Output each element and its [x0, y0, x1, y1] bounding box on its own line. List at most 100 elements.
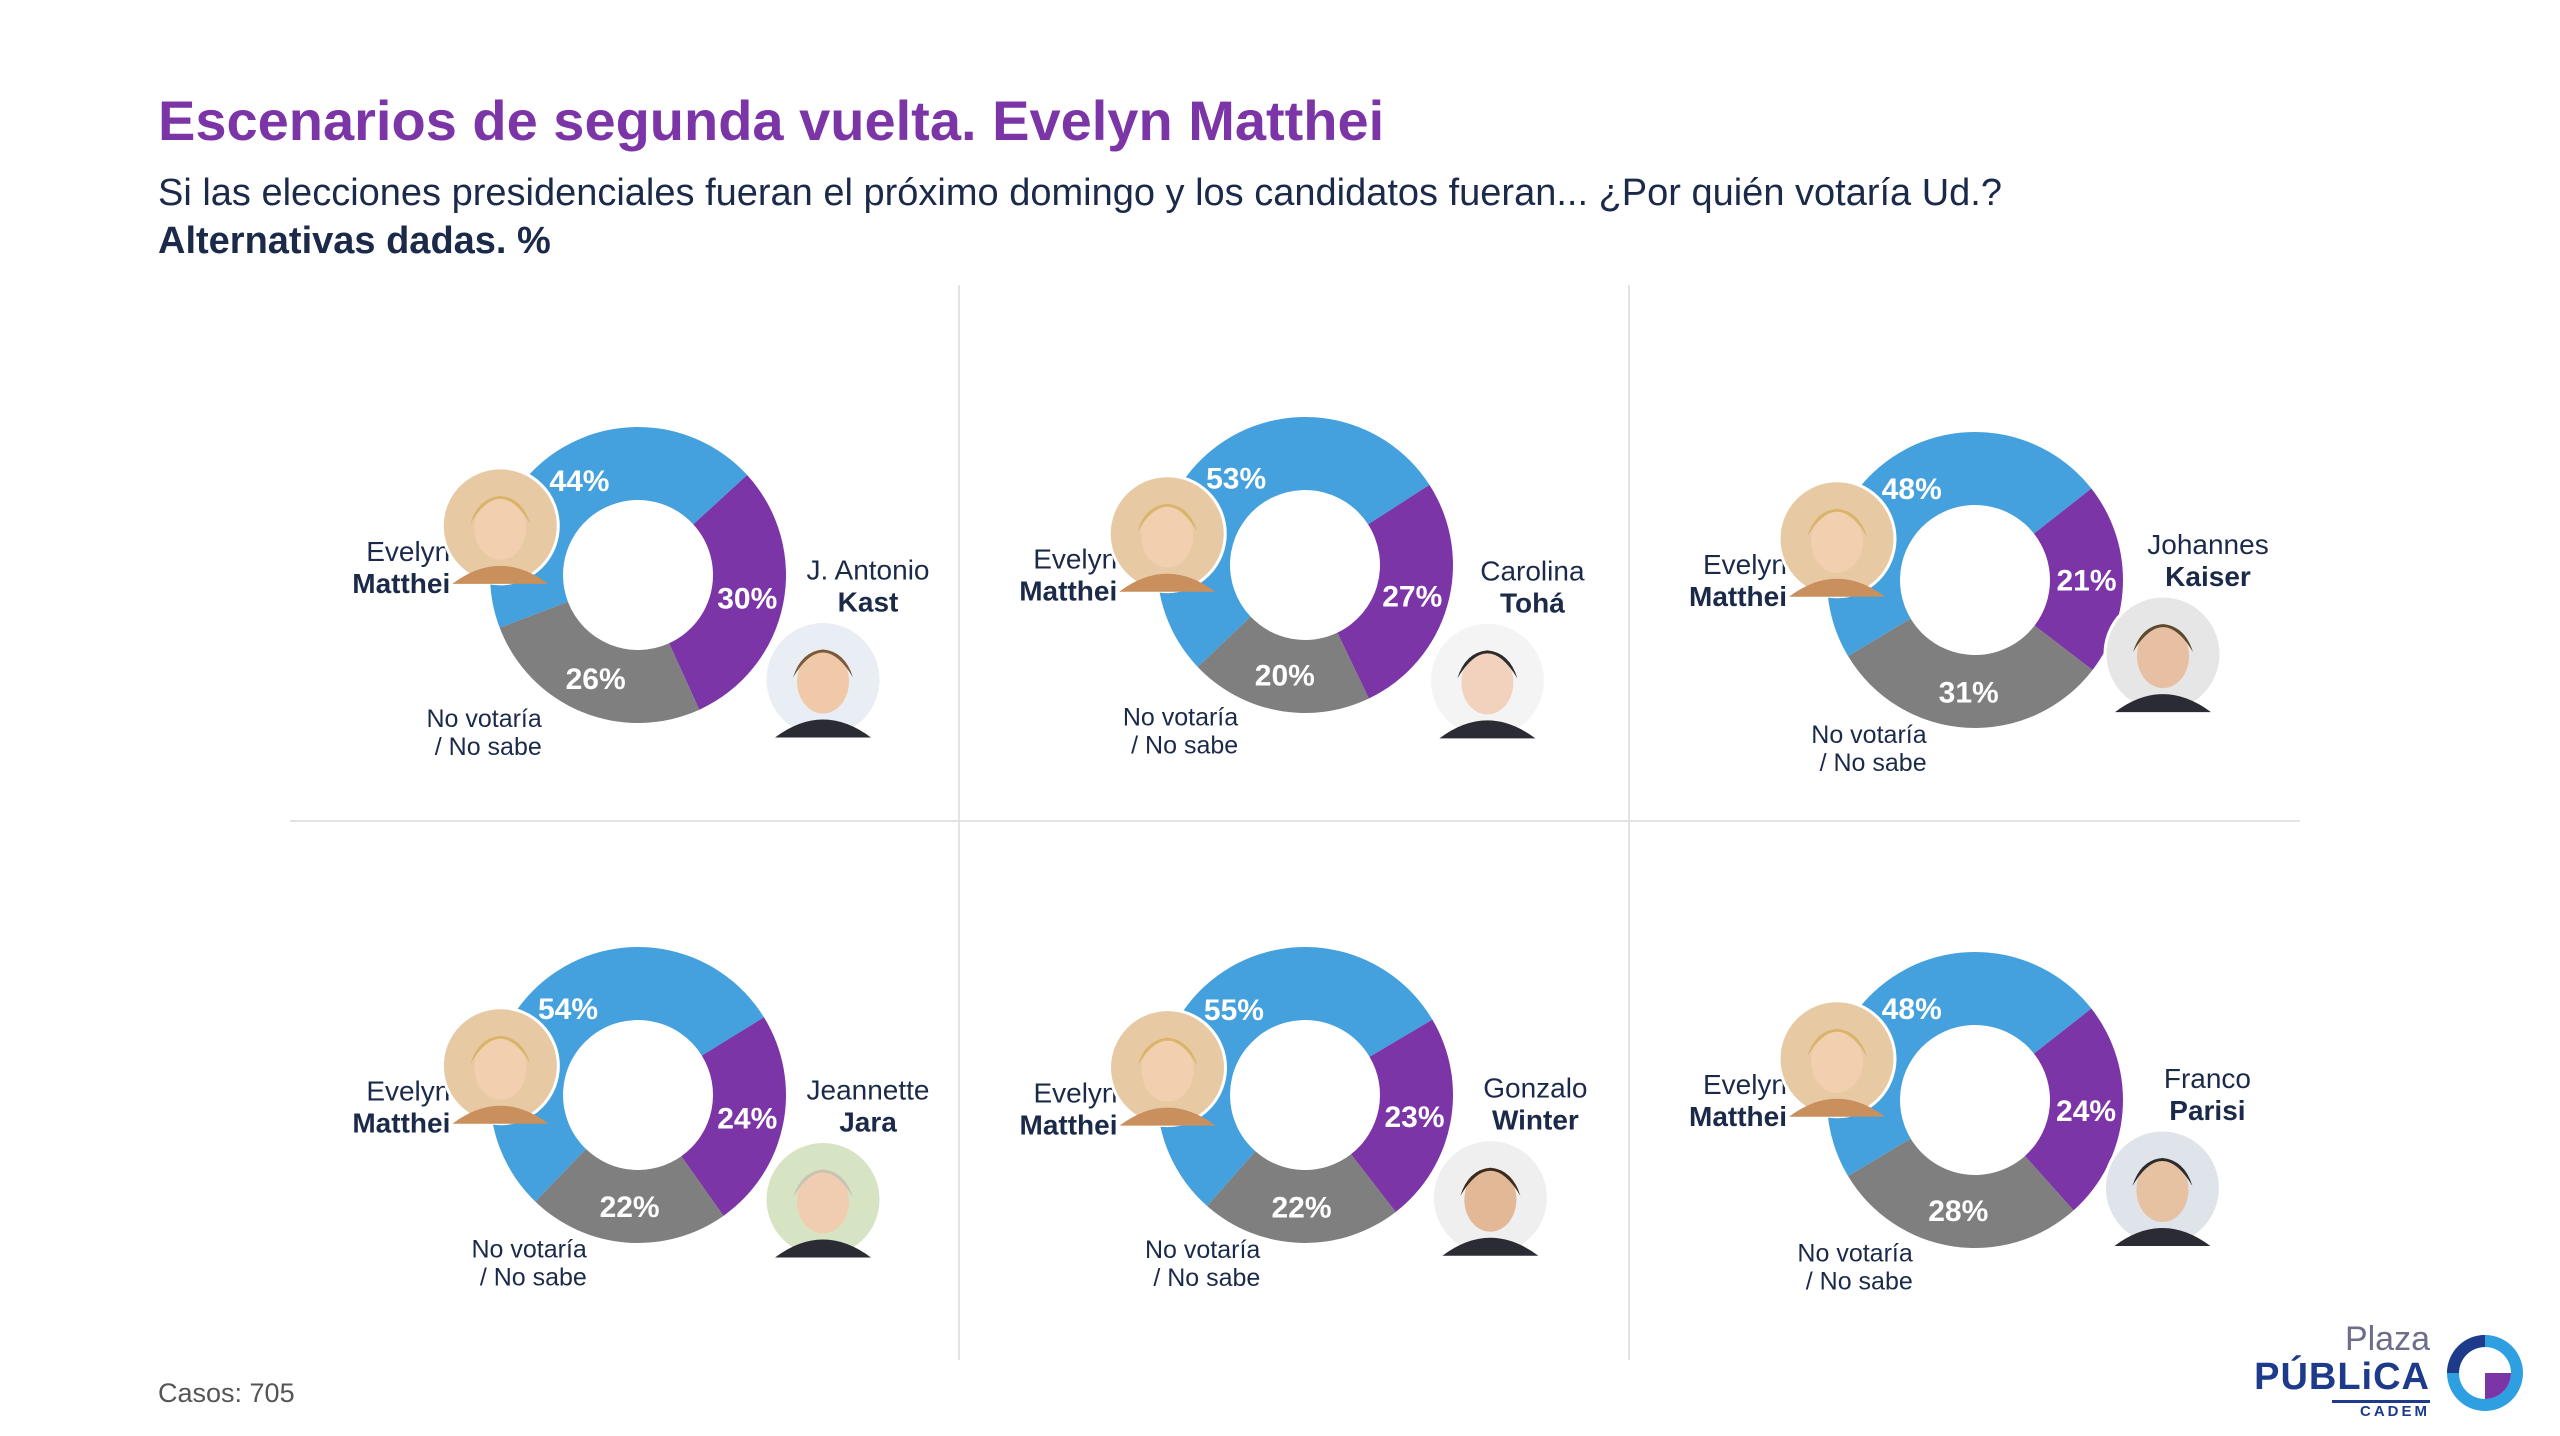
no-vote-segment	[499, 601, 700, 724]
cases-note: Casos: 705	[158, 1378, 295, 1408]
series-name-first: Evelyn	[366, 1076, 450, 1107]
matthei-segment	[1156, 946, 1433, 1207]
series-name-first: Jeannette	[807, 1075, 930, 1106]
page-subtitle: Si las elecciones presidenciales fueran …	[158, 172, 2003, 214]
data-label: 27%	[1382, 580, 1442, 613]
opponent-segment	[2033, 488, 2124, 670]
matthei-segment	[1827, 432, 2092, 657]
no-vote-segment	[1197, 616, 1369, 713]
series-name-last: / No sabe	[1153, 1264, 1260, 1292]
series-name-last: Matthei	[1019, 576, 1117, 607]
series-name-first: No votaría	[426, 705, 541, 733]
series-name-first: No votaría	[1797, 1239, 1912, 1267]
no-vote-segment	[535, 1149, 724, 1244]
series-name-first: Franco	[2164, 1063, 2251, 1094]
opponent-segment	[1337, 484, 1453, 699]
series-name-first: Gonzalo	[1483, 1073, 1587, 1104]
data-label: 23%	[1385, 1101, 1445, 1134]
jara-photo-icon	[763, 1140, 883, 1260]
series-name-last: / No sabe	[1131, 732, 1238, 760]
series-name-last: Matthei	[1689, 581, 1787, 612]
series-name-last: Matthei	[352, 1108, 450, 1139]
series-name-last: / No sabe	[435, 733, 542, 761]
logo-swirl-icon	[2447, 1335, 2523, 1411]
series-name-first: J. Antonio	[807, 555, 930, 586]
matthei-photo-icon	[1107, 474, 1227, 594]
data-label: 31%	[1939, 676, 1999, 709]
matthei-segment	[490, 426, 748, 628]
data-label: 20%	[1255, 660, 1315, 693]
series-name-first: Evelyn	[1033, 544, 1117, 575]
no-vote-segment	[1848, 1138, 2074, 1248]
data-label: 54%	[538, 993, 598, 1026]
logo-publica: PÚBLiCA	[2254, 1356, 2430, 1398]
series-name-first: Carolina	[1480, 555, 1585, 586]
opponent-segment	[669, 475, 786, 710]
data-label: 44%	[549, 465, 609, 498]
matthei-photo-icon	[440, 1006, 560, 1126]
series-name-last: Jara	[839, 1107, 897, 1138]
grid-divider-vertical-1	[958, 285, 960, 1360]
series-name-first: Evelyn	[366, 536, 450, 567]
winter-photo-icon	[1430, 1138, 1550, 1258]
data-label: 48%	[1882, 473, 1942, 506]
data-label: 53%	[1206, 462, 1266, 495]
series-name-last: Matthei	[1689, 1101, 1787, 1132]
series-name-last: Matthei	[352, 568, 450, 599]
data-label: 26%	[566, 663, 626, 696]
series-name-first: Evelyn	[1033, 1078, 1117, 1109]
series-name-last: / No sabe	[1820, 749, 1927, 777]
data-label: 48%	[1882, 993, 1942, 1026]
data-label: 22%	[1271, 1191, 1331, 1224]
series-name-last: Matthei	[1020, 1110, 1118, 1141]
opponent-segment	[1350, 1019, 1453, 1212]
series-name-first: No votaría	[1811, 721, 1926, 749]
data-label: 21%	[2056, 564, 2116, 597]
data-label: 24%	[717, 1102, 777, 1135]
series-name-last: / No sabe	[480, 1264, 587, 1292]
no-vote-segment	[1848, 618, 2093, 728]
matthei-segment	[490, 947, 764, 1202]
parisi-photo-icon	[2102, 1128, 2222, 1248]
page-subtitle-units: Alternativas dadas. %	[158, 220, 551, 262]
data-label: 28%	[1928, 1195, 1988, 1228]
toha-photo-icon	[1427, 620, 1547, 740]
grid-divider-vertical-2	[1628, 285, 1630, 1360]
opponent-segment	[2024, 1008, 2123, 1211]
series-name-last: Kaiser	[2165, 561, 2251, 592]
matthei-segment	[1826, 951, 2092, 1177]
data-label: 55%	[1204, 994, 1264, 1027]
series-name-first: No votaría	[1145, 1236, 1260, 1264]
matthei-photo-icon	[440, 466, 560, 586]
matthei-photo-icon	[1777, 999, 1897, 1119]
series-name-first: Johannes	[2147, 529, 2268, 560]
matthei-photo-icon	[1777, 479, 1897, 599]
series-name-first: No votaría	[1123, 704, 1238, 732]
kaiser-photo-icon	[2103, 594, 2223, 714]
logo-cadem: CADEM	[2332, 1400, 2430, 1420]
series-name-last: Tohá	[1500, 587, 1565, 618]
series-name-first: Evelyn	[1703, 549, 1787, 580]
no-vote-segment	[1207, 1151, 1396, 1243]
series-name-last: Kast	[838, 587, 899, 618]
kast-photo-icon	[763, 620, 883, 740]
data-label: 30%	[717, 582, 777, 615]
series-name-last: / No sabe	[1806, 1267, 1913, 1295]
series-name-first: Evelyn	[1703, 1069, 1787, 1100]
matthei-photo-icon	[1108, 1008, 1228, 1128]
series-name-last: Winter	[1492, 1105, 1579, 1136]
data-label: 24%	[2056, 1095, 2116, 1128]
logo-plaza: Plaza	[2344, 1320, 2430, 1358]
grid-divider-horizontal	[290, 820, 2300, 822]
data-label: 22%	[600, 1191, 660, 1224]
matthei-segment	[1157, 417, 1430, 667]
series-name-last: Parisi	[2169, 1095, 2245, 1126]
series-name-first: No votaría	[472, 1236, 587, 1264]
